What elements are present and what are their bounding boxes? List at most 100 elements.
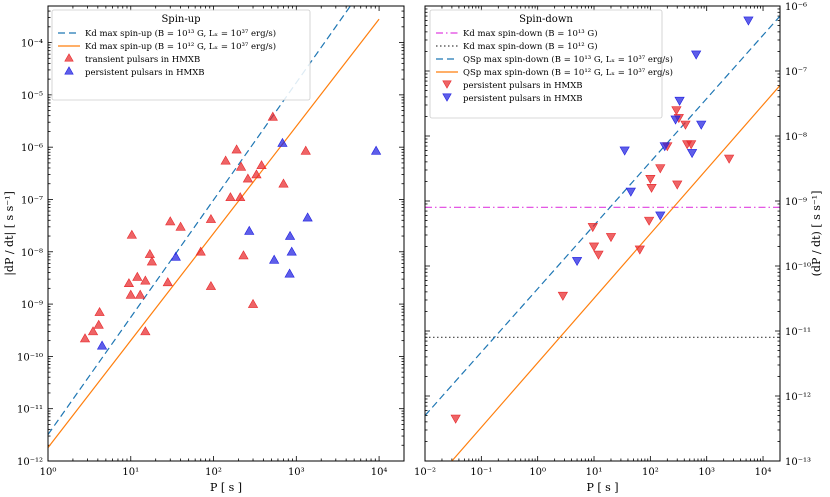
spin-up-transient-pulsars-in-hmxb-red-marker xyxy=(79,333,91,343)
spin-up-persistent-pulsars-in-hmxb-blue-marker xyxy=(284,268,295,278)
spin-up-y-tick-label: 10⁻⁸ xyxy=(21,248,43,259)
spin-up-y-tick-label: 10⁻¹¹ xyxy=(17,405,43,416)
spin-down-legend-box xyxy=(429,9,663,119)
spin-down-persistent-pulsars-in-hmxb-red-marker xyxy=(686,140,697,150)
spin-up-y-tick-label: 10⁻⁴ xyxy=(21,39,43,50)
spin-up-transient-pulsars-in-hmxb-red-marker xyxy=(195,246,206,256)
spin-down-x-tick-label: 10⁴ xyxy=(755,467,772,478)
spin-up-transient-pulsars-in-hmxb-red-marker xyxy=(132,271,143,281)
spin-up-transient-pulsars-in-hmxb-red-marker xyxy=(140,326,151,336)
spin-up-y-tick-label: 10⁻⁶ xyxy=(21,143,43,154)
spin-down-persistent-pulsars-in-hmxb-blue-marker xyxy=(696,120,707,130)
spin-up-legend-label: Kd max spin-up (B = 10¹³ G, Lₓ = 10³⁷ er… xyxy=(85,28,276,39)
spin-down-y-tick-label: 10⁻⁸ xyxy=(785,132,807,143)
spin-up-transient-pulsars-in-hmxb-red-marker xyxy=(205,213,217,223)
spin-up-persistent-pulsars-in-hmxb-blue-marker xyxy=(96,340,108,350)
spin-down-persistent-pulsars-in-hmxb-red-marker xyxy=(724,154,735,164)
spin-up-legend: Spin-up Kd max spin-up (B = 10¹³ G, Lₓ = … xyxy=(51,9,311,101)
spin-down-y-tick-label: 10⁻¹⁰ xyxy=(785,262,811,273)
spin-up-transient-pulsars-in-hmxb-red-marker xyxy=(235,161,247,171)
spin-down-persistent-pulsars-in-hmxb-red-marker xyxy=(646,183,657,193)
spin-down-legend-label: QSp max spin-down (B = 10¹² G, Lₓ = 10³⁷… xyxy=(463,67,673,78)
spin-up-legend-marker-swatch xyxy=(64,53,74,62)
spin-down-persistent-pulsars-in-hmxb-blue-marker xyxy=(691,50,702,60)
spin-up-transient-pulsars-in-hmxb-red-marker xyxy=(235,192,246,202)
spin-down-model-line-3 xyxy=(425,15,780,416)
spin-up-plot-frame xyxy=(47,5,405,462)
spin-up-transient-pulsars-in-hmxb-red-marker xyxy=(225,192,236,202)
spin-down-persistent-pulsars-in-hmxb-blue-marker xyxy=(619,146,630,156)
spin-down-persistent-pulsars-in-hmxb-red-marker xyxy=(587,223,598,233)
spin-up-transient-pulsars-in-hmxb-red-marker xyxy=(140,275,151,285)
spin-up-y-tick-label: 10⁻⁹ xyxy=(21,300,43,311)
spin-down-persistent-pulsars-in-hmxb-red-marker xyxy=(645,174,656,184)
spin-down-persistent-pulsars-in-hmxb-red-marker xyxy=(680,120,691,130)
spin-up-transient-pulsars-in-hmxb-red-marker xyxy=(247,298,259,308)
spin-down-persistent-pulsars-in-hmxb-red-marker xyxy=(634,245,645,255)
spin-down-legend-label: Kd max spin-down (B = 10¹² G) xyxy=(463,41,598,52)
spin-up-model-line-2 xyxy=(48,18,380,449)
spin-up-transient-pulsars-in-hmxb-red-marker xyxy=(165,216,176,226)
spin-up-x-tick-label: 10⁰ xyxy=(40,467,57,478)
spin-up-transient-pulsars-in-hmxb-red-marker xyxy=(238,250,249,260)
spin-down-persistent-pulsars-in-hmxb-blue-marker xyxy=(674,96,685,106)
spin-down-persistent-pulsars-in-hmxb-red-marker xyxy=(588,242,600,252)
spin-down-y-tick-label: 10⁻¹³ xyxy=(785,457,811,468)
spin-down-persistent-pulsars-in-hmxb-blue-marker xyxy=(670,115,681,125)
spin-down-model-line-4 xyxy=(451,85,780,461)
spin-down-legend-marker-swatch xyxy=(442,80,452,89)
spin-up-persistent-pulsars-in-hmxb-blue-marker xyxy=(244,225,255,235)
spin-down-panel: 10⁻² 10⁻¹ 10⁰ 10¹ 10² 10³ 10⁴ 10⁻¹³ 10⁻¹² 10⁻¹¹ 10… xyxy=(414,2,823,494)
spin-up-transient-pulsars-in-hmxb-red-marker xyxy=(125,289,136,299)
spin-up-x-axis-title: P [ s ] xyxy=(210,481,242,494)
spin-down-persistent-pulsars-in-hmxb-blue-marker xyxy=(625,187,636,197)
spin-up-transient-pulsars-in-hmxb-red-marker xyxy=(251,169,262,179)
spin-down-y-tick-label: 10⁻¹² xyxy=(785,392,811,403)
spin-up-y-tick-label: 10⁻⁷ xyxy=(21,195,43,206)
spin-up-x-tick-label: 10⁴ xyxy=(371,467,388,478)
spin-up-y-tick-label: 10⁻¹⁰ xyxy=(17,352,43,363)
spin-up-y-axis-title: |dP / dt| [ s s⁻¹] xyxy=(3,191,17,276)
spin-up-persistent-pulsars-in-hmxb-blue-marker xyxy=(277,137,288,147)
spin-down-persistent-pulsars-in-hmxb-red-marker xyxy=(672,180,683,190)
spin-down-persistent-pulsars-in-hmxb-red-marker xyxy=(655,164,666,174)
spin-up-transient-pulsars-in-hmxb-red-marker xyxy=(175,221,186,231)
spin-down-y-tick-label: 10⁻⁹ xyxy=(785,197,807,208)
spin-down-x-tick-label: 10⁻¹ xyxy=(470,467,492,478)
spin-down-persistent-pulsars-in-hmxb-blue-marker xyxy=(655,211,666,221)
spin-down-x-tick-label: 10¹ xyxy=(586,467,603,478)
spin-up-persistent-pulsars-in-hmxb-blue-marker xyxy=(284,230,296,240)
spin-up-transient-pulsars-in-hmxb-red-marker xyxy=(87,326,99,336)
spin-up-x-tick-label: 10¹ xyxy=(122,467,139,478)
spin-down-x-tick-label: 10³ xyxy=(698,467,715,478)
spin-down-legend: Spin-down Kd max spin-down (B = 10¹³ G) Kd… xyxy=(429,9,673,119)
spin-up-transient-pulsars-in-hmxb-red-marker xyxy=(278,178,289,188)
spin-up-transient-pulsars-in-hmxb-red-marker xyxy=(231,144,242,154)
spin-down-x-tick-label: 10⁰ xyxy=(529,467,546,478)
spin-up-transient-pulsars-in-hmxb-red-marker xyxy=(135,289,146,299)
spin-down-y-tick-label: 10⁻⁶ xyxy=(785,2,807,13)
spin-up-transient-pulsars-in-hmxb-red-marker xyxy=(126,229,137,239)
spin-down-persistent-pulsars-in-hmxb-red-marker xyxy=(557,291,568,301)
spin-up-transient-pulsars-in-hmxb-red-marker xyxy=(144,248,155,258)
spin-up-transient-pulsars-in-hmxb-red-marker xyxy=(146,256,158,266)
spin-up-transient-pulsars-in-hmxb-red-marker xyxy=(242,173,254,183)
spin-up-transient-pulsars-in-hmxb-red-marker xyxy=(93,319,104,329)
spin-down-legend-label: persistent pulsars in HMXB xyxy=(463,94,583,104)
spin-down-persistent-pulsars-in-hmxb-red-marker xyxy=(605,233,617,243)
spin-up-legend-title: Spin-up xyxy=(161,14,200,25)
spin-up-x-tick-label: 10³ xyxy=(288,467,305,478)
spin-down-y-tick-label: 10⁻¹¹ xyxy=(785,327,811,338)
spin-up-transient-pulsars-in-hmxb-red-marker xyxy=(205,280,217,290)
spin-up-transient-pulsars-in-hmxb-red-marker xyxy=(300,145,311,155)
spin-down-plot-frame xyxy=(424,5,781,462)
spin-up-transient-pulsars-in-hmxb-red-marker xyxy=(220,155,231,165)
spin-up-panel: 10⁰ 10¹ 10² 10³ 10⁴ 10⁻¹² 10⁻¹¹ 10⁻¹⁰ 10⁻⁹ 10⁻⁸ 10… xyxy=(3,5,405,494)
spin-up-persistent-pulsars-in-hmxb-blue-marker xyxy=(302,212,313,222)
spin-down-persistent-pulsars-in-hmxb-blue-marker xyxy=(659,142,670,152)
spin-down-persistent-pulsars-in-hmxb-red-marker xyxy=(671,106,682,116)
spin-down-legend-label: QSp max spin-down (B = 10¹³ G, Lₓ = 10³⁷… xyxy=(463,54,673,65)
spin-down-legend-label: persistent pulsars in HMXB xyxy=(463,81,583,91)
spin-up-x-tick-label: 10² xyxy=(205,467,222,478)
